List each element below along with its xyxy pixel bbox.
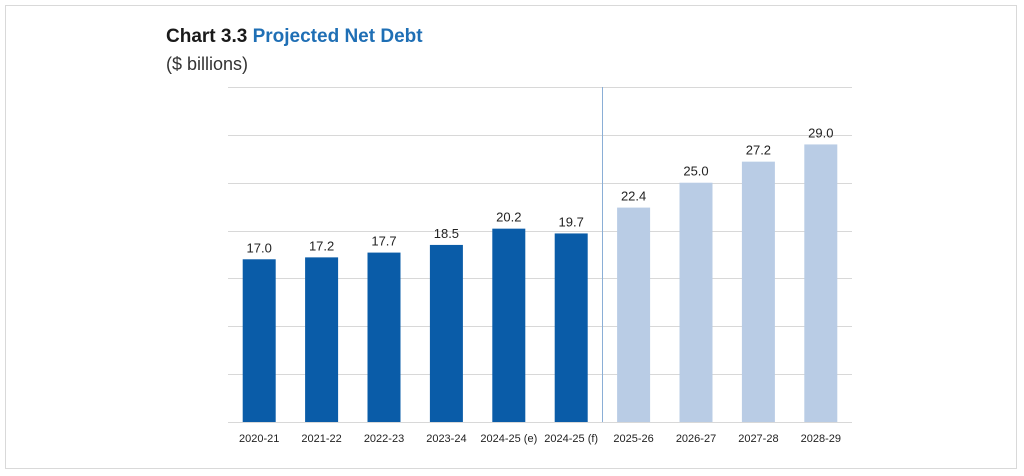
chart-title: Chart 3.3 Projected Net Debt <box>166 26 423 48</box>
data-label: 18.5 <box>434 226 459 241</box>
data-label: 19.7 <box>559 214 584 229</box>
data-label: 20.2 <box>496 210 521 225</box>
data-label: 17.0 <box>247 240 272 255</box>
chart-subtitle: ($ billions) <box>166 54 249 74</box>
x-tick-label: 2026-27 <box>676 433 716 445</box>
data-label: 22.4 <box>621 189 646 204</box>
bar-2024-25-f- <box>554 233 588 422</box>
bar-2024-25-e- <box>492 228 526 422</box>
chart-title-main: Projected Net Debt <box>252 26 423 47</box>
bar-2028-29 <box>804 144 838 422</box>
x-tick-label: 2024-25 (f) <box>544 433 598 445</box>
x-tick-label: 2025-26 <box>613 433 653 445</box>
x-tick-label: 2020-21 <box>239 433 279 445</box>
data-label: 25.0 <box>683 164 708 179</box>
bar-2025-26 <box>617 207 651 422</box>
x-tick-label: 2027-28 <box>738 433 778 445</box>
bar-2020-21 <box>242 259 276 422</box>
data-label: 17.2 <box>309 238 334 253</box>
data-label: 29.0 <box>808 125 833 140</box>
bar-2026-27 <box>679 182 713 422</box>
data-label: 27.2 <box>746 143 771 158</box>
x-tick-label: 2021-22 <box>301 433 341 445</box>
data-label: 17.7 <box>371 234 396 249</box>
chart-title-prefix: Chart 3.3 <box>166 26 248 47</box>
x-tick-label: 2023-24 <box>426 433 466 445</box>
bar-2021-22 <box>305 257 339 422</box>
x-tick-label: 2028-29 <box>801 433 841 445</box>
bar-2022-23 <box>367 252 401 422</box>
x-tick-label: 2022-23 <box>364 433 404 445</box>
x-tick-label: 2024-25 (e) <box>480 433 537 445</box>
bar-2023-24 <box>429 244 463 422</box>
bar-2027-28 <box>741 161 775 422</box>
